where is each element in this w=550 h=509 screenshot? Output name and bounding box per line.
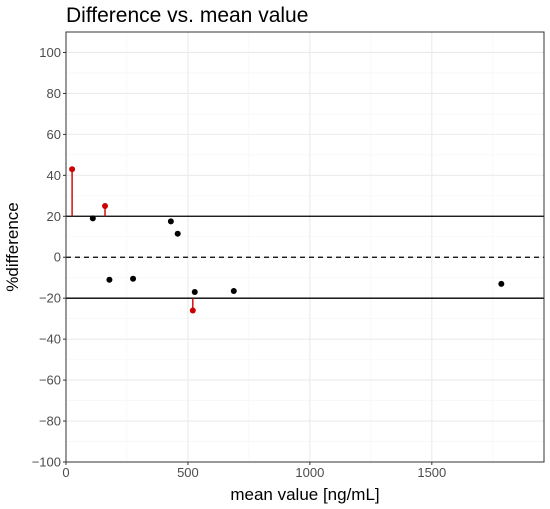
major-grid [65, 32, 544, 463]
x-tick-label: 0 [62, 465, 69, 480]
y-tick-label: 80 [47, 86, 61, 101]
panel-border [65, 31, 545, 463]
data-point [189, 307, 196, 314]
data-point [498, 280, 505, 287]
y-tick-label: 60 [47, 127, 61, 142]
data-point [230, 288, 237, 295]
y-tick-label: −60 [39, 373, 61, 388]
x-tick-label: 500 [177, 465, 199, 480]
y-tick-label: 0 [54, 250, 61, 265]
data-point [89, 215, 96, 222]
x-tick-label: 1500 [417, 465, 446, 480]
data-point [174, 230, 181, 237]
y-tick-label: −20 [39, 291, 61, 306]
x-axis-ticks: 0 500 1000 1500 [62, 462, 446, 480]
y-tick-label: −80 [39, 414, 61, 429]
data-points [69, 166, 505, 314]
data-point [69, 166, 76, 173]
y-tick-label: 20 [47, 209, 61, 224]
data-point [130, 275, 137, 282]
excess-segments [71, 169, 194, 311]
data-point [102, 203, 109, 210]
y-axis-ticks: −100 −80 −60 −40 −20 0 20 40 60 80 100 [32, 45, 66, 470]
x-axis-title: mean value [ng/mL] [230, 485, 379, 504]
reference-lines [66, 215, 544, 299]
y-tick-label: 100 [39, 45, 61, 60]
y-tick-label: −40 [39, 332, 61, 347]
chart-title: Difference vs. mean value [66, 4, 309, 27]
data-point [191, 289, 198, 296]
data-point [167, 218, 174, 225]
y-tick-label: −100 [32, 455, 61, 470]
data-point [106, 276, 113, 283]
y-tick-label: 40 [47, 168, 61, 183]
x-tick-label: 1000 [295, 465, 324, 480]
y-axis-title: %difference [3, 202, 22, 291]
minor-grid [66, 32, 544, 462]
